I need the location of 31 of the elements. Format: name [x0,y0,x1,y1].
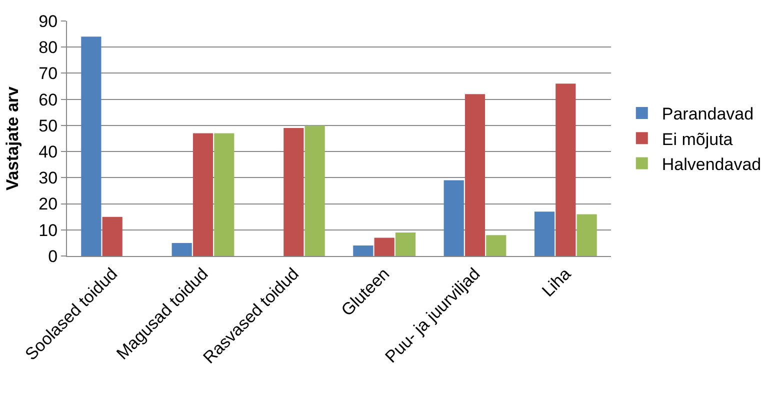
bar [214,133,234,256]
bar [353,246,374,256]
legend-label: Parandavad [662,104,754,124]
bar [576,214,597,256]
legend-label: Halvendavad [662,154,762,174]
y-tick-label: 0 [48,246,58,266]
y-tick-label: 50 [38,116,58,136]
y-tick-label: 90 [38,12,58,31]
y-tick-label: 60 [38,90,58,110]
y-tick-label: 30 [38,168,58,188]
x-tick-label: Liha [538,264,575,300]
y-tick-label: 70 [38,64,58,84]
y-tick-label: 20 [38,194,58,214]
bar [172,242,192,256]
bar [556,84,576,256]
bar [81,36,102,256]
bar [374,238,394,256]
legend-label: Ei mõjuta [662,130,734,149]
y-tick-label: 10 [38,220,58,240]
y-tick-label: 40 [38,142,58,162]
y-axis-title: Vastajate arv [3,86,22,190]
bar [304,125,325,256]
y-tick-label: 80 [38,38,58,58]
bar [284,128,304,256]
bar [534,212,555,256]
bar [102,216,122,256]
bar [444,180,464,256]
bar [464,94,486,256]
bar [192,133,214,256]
bar [395,232,416,256]
bar [486,235,506,256]
